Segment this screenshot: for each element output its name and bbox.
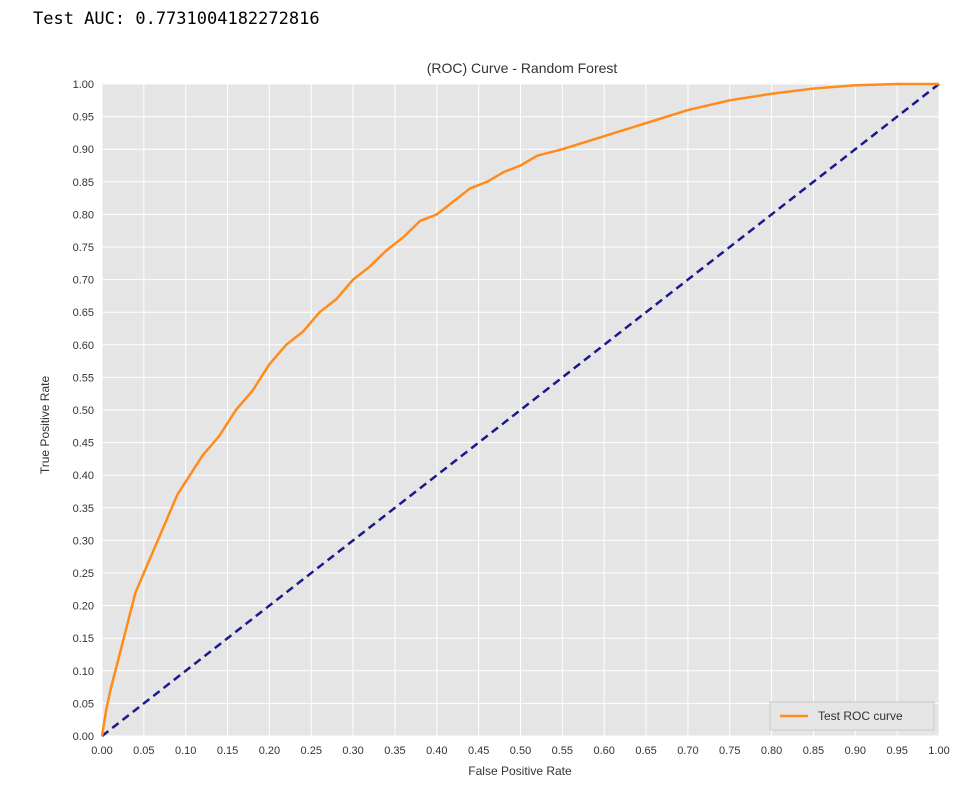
y-tick-label: 0.40 — [73, 470, 94, 482]
y-axis-label: True Positive Rate — [38, 376, 52, 475]
x-tick-label: 0.40 — [426, 745, 447, 757]
y-tick-label: 0.80 — [73, 209, 94, 221]
x-tick-label: 0.35 — [384, 745, 405, 757]
x-tick-label: 0.05 — [133, 745, 154, 757]
x-tick-label: 0.10 — [175, 745, 196, 757]
x-tick-label: 0.45 — [468, 745, 489, 757]
y-tick-label: 0.05 — [73, 698, 94, 710]
y-tick-labels: 0.00 0.05 0.10 0.15 0.20 0.25 0.30 0.35 0.40 0.45… — [73, 79, 94, 743]
y-tick-label: 0.20 — [73, 601, 94, 613]
notebook-output-text: Test AUC: 0.7731004182272816 — [33, 9, 320, 29]
x-tick-label: 0.85 — [803, 745, 824, 757]
x-tick-label: 0.75 — [719, 745, 740, 757]
y-tick-label: 0.70 — [73, 275, 94, 287]
x-tick-label: 0.90 — [845, 745, 866, 757]
y-tick-label: 0.95 — [73, 112, 94, 124]
x-tick-label: 0.20 — [259, 745, 280, 757]
x-tick-label: 0.15 — [217, 745, 238, 757]
x-tick-label: 0.00 — [91, 745, 112, 757]
x-tick-labels: 0.00 0.05 0.10 0.15 0.20 0.25 0.30 0.35 0.40 0.45… — [91, 745, 949, 757]
y-tick-label: 0.30 — [73, 535, 94, 547]
x-tick-label: 0.50 — [510, 745, 531, 757]
legend: Test ROC curve — [769, 701, 935, 731]
legend-roc-label: Test ROC curve — [818, 709, 903, 723]
grid-lines — [101, 83, 940, 737]
diagonal-reference-line — [101, 83, 940, 737]
y-tick-label: 0.10 — [73, 666, 94, 678]
chart-series — [100, 82, 940, 737]
x-axis-label: False Positive Rate — [468, 764, 572, 778]
x-tick-label: 0.55 — [552, 745, 573, 757]
y-tick-label: 0.50 — [73, 405, 94, 417]
y-tick-label: 0.35 — [73, 503, 94, 515]
y-tick-label: 0.85 — [73, 177, 94, 189]
y-tick-label: 0.45 — [73, 438, 94, 450]
x-tick-label: 0.60 — [593, 745, 614, 757]
y-tick-label: 0.90 — [73, 144, 94, 156]
y-tick-label: 0.55 — [73, 372, 94, 384]
y-tick-label: 1.00 — [73, 79, 94, 91]
y-tick-label: 0.65 — [73, 307, 94, 319]
x-tick-label: 0.25 — [301, 745, 322, 757]
x-tick-label: 0.30 — [342, 745, 363, 757]
y-tick-label: 0.15 — [73, 633, 94, 645]
x-tick-label: 0.65 — [635, 745, 656, 757]
x-tick-label: 0.95 — [886, 745, 907, 757]
chart-title: (ROC) Curve - Random Forest — [427, 60, 618, 76]
y-tick-label: 0.00 — [73, 731, 94, 743]
x-tick-label: 1.00 — [928, 745, 949, 757]
y-tick-label: 0.25 — [73, 568, 94, 580]
y-tick-label: 0.75 — [73, 242, 94, 254]
x-tick-label: 0.70 — [677, 745, 698, 757]
x-tick-label: 0.80 — [761, 745, 782, 757]
y-tick-label: 0.60 — [73, 340, 94, 352]
roc-curve-line — [100, 82, 939, 737]
